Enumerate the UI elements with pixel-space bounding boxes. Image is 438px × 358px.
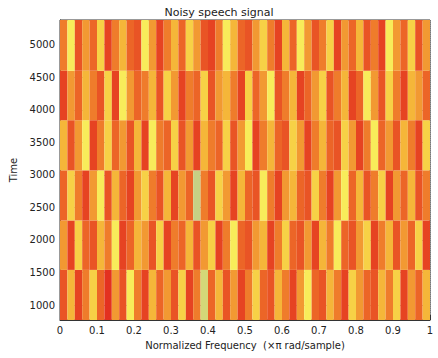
svg-text:1500: 1500 xyxy=(30,267,55,278)
svg-text:0.4: 0.4 xyxy=(200,325,216,336)
svg-text:2500: 2500 xyxy=(30,202,55,213)
svg-text:Time: Time xyxy=(8,158,19,183)
svg-text:0.6: 0.6 xyxy=(274,325,290,336)
svg-text:0.5: 0.5 xyxy=(237,325,253,336)
svg-text:0.8: 0.8 xyxy=(348,325,364,336)
svg-text:0.1: 0.1 xyxy=(89,325,105,336)
svg-text:4000: 4000 xyxy=(30,104,55,115)
svg-text:1: 1 xyxy=(427,325,433,336)
svg-text:0.9: 0.9 xyxy=(385,325,401,336)
svg-text:4500: 4500 xyxy=(30,72,55,83)
svg-text:0: 0 xyxy=(57,325,63,336)
svg-text:0.3: 0.3 xyxy=(163,325,179,336)
svg-text:0.2: 0.2 xyxy=(126,325,142,336)
svg-text:Normalized Frequency (×π rad/: Normalized Frequency (×π rad/sample) xyxy=(145,340,345,351)
svg-text:2000: 2000 xyxy=(30,234,55,245)
svg-text:3500: 3500 xyxy=(30,137,55,148)
svg-text:1000: 1000 xyxy=(30,300,55,311)
svg-text:5000: 5000 xyxy=(30,39,55,50)
svg-text:Noisy speech signal: Noisy speech signal xyxy=(164,6,273,19)
svg-text:3000: 3000 xyxy=(30,169,55,180)
svg-text:0.7: 0.7 xyxy=(311,325,327,336)
